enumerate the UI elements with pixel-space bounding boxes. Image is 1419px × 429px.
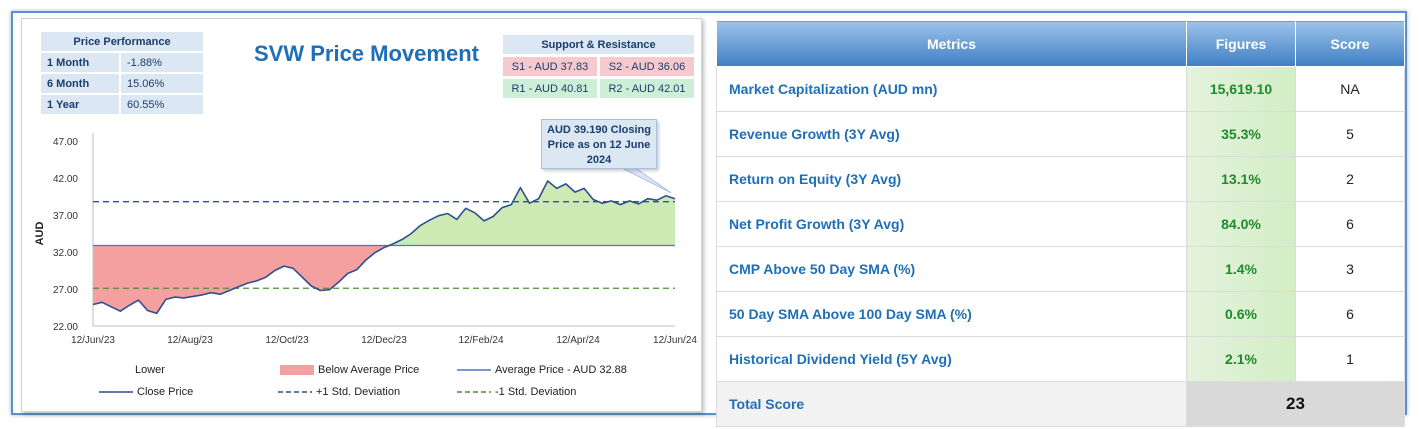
- metric-name: Return on Equity (3Y Avg): [716, 156, 1187, 202]
- metric-figure: 84.0%: [1186, 201, 1296, 247]
- legend-lower-label: Lower: [135, 364, 165, 376]
- metric-score: 6: [1295, 291, 1405, 337]
- price-performance-table: Price Performance 1 Month -1.88% 6 Month…: [39, 30, 205, 116]
- chart-title: SVW Price Movement: [254, 41, 479, 66]
- metrics-header-row: Metrics Figures Score: [716, 20, 1405, 67]
- metric-name: Market Capitalization (AUD mn): [716, 66, 1187, 112]
- y-tick-label: 32.00: [53, 248, 78, 259]
- total-row: Total Score 23: [716, 381, 1405, 427]
- metric-figure: 2.1%: [1186, 336, 1296, 382]
- y-tick-label: 37.00: [53, 211, 78, 222]
- table-row: Historical Dividend Yield (5Y Avg) 2.1% …: [716, 336, 1405, 382]
- plus-std-swatch: [278, 391, 312, 393]
- resistance-2: R2 - AUD 42.01: [600, 79, 694, 98]
- minus-std-swatch: [457, 391, 491, 393]
- total-score-value: 23: [1186, 381, 1405, 427]
- metric-name: Revenue Growth (3Y Avg): [716, 111, 1187, 157]
- header-score: Score: [1295, 20, 1405, 67]
- metric-score: 2: [1295, 156, 1405, 202]
- legend-average-price: Average Price - AUD 32.88: [457, 364, 627, 376]
- legend-close-price-label: Close Price: [137, 386, 194, 398]
- metric-score: 5: [1295, 111, 1405, 157]
- table-row: Net Profit Growth (3Y Avg) 84.0% 6: [716, 201, 1405, 247]
- table-row: Market Capitalization (AUD mn) 15,619.10…: [716, 66, 1405, 112]
- perf-value: -1.88%: [121, 53, 203, 72]
- legend-below-average-label: Below Average Price: [318, 364, 420, 376]
- legend-minus-std-label: -1 Std. Deviation: [495, 386, 577, 398]
- closing-price-callout: AUD 39.190 Closing Price as on 12 June 2…: [541, 119, 657, 169]
- metric-name: Historical Dividend Yield (5Y Avg): [716, 336, 1187, 382]
- x-tick-label: 12/Oct/23: [265, 335, 309, 346]
- perf-label: 6 Month: [41, 74, 119, 93]
- legend-average-price-label: Average Price - AUD 32.88: [495, 364, 627, 376]
- legend-minus-std: -1 Std. Deviation: [457, 386, 576, 398]
- close-line-swatch: [99, 391, 133, 393]
- table-row: CMP Above 50 Day SMA (%) 1.4% 3: [716, 246, 1405, 292]
- x-tick-label: 12/Aug/23: [167, 335, 213, 346]
- chart-panel: SVW Price Movement Price Performance 1 M…: [21, 18, 702, 412]
- metric-name: Net Profit Growth (3Y Avg): [716, 201, 1187, 247]
- support-resistance-table: Support & Resistance S1 - AUD 37.83 S2 -…: [500, 32, 697, 101]
- outer-frame: [11, 11, 1407, 415]
- average-line-swatch: [457, 369, 491, 371]
- y-tick-label: 22.00: [53, 322, 78, 333]
- x-tick-label: 12/Jun/24: [653, 335, 697, 346]
- x-tick-label: 12/Feb/24: [458, 335, 503, 346]
- legend-close-price: Close Price: [99, 386, 193, 398]
- close-price-line: [92, 180, 676, 315]
- price-chart: 47.00 42.00 37.00 32.00 27.00 22.00 12/Jun/23 1…: [34, 133, 697, 346]
- metric-figure: 0.6%: [1186, 291, 1296, 337]
- below-average-area: [93, 245, 390, 314]
- legend-plus-std-label: +1 Std. Deviation: [316, 386, 401, 398]
- metric-figure: 1.4%: [1186, 246, 1296, 292]
- y-tick-label: 27.00: [53, 285, 78, 296]
- legend-lower: Lower: [135, 364, 165, 376]
- header-figures: Figures: [1186, 20, 1296, 67]
- metric-figure: 15,619.10: [1186, 66, 1296, 112]
- x-tick-label: 12/Jun/23: [71, 335, 115, 346]
- support-1: S1 - AUD 37.83: [503, 57, 597, 76]
- callout-pointer: [619, 166, 672, 194]
- y-tick-label: 47.00: [53, 137, 78, 148]
- perf-value: 15.06%: [121, 74, 203, 93]
- metric-name: CMP Above 50 Day SMA (%): [716, 246, 1187, 292]
- support-2: S2 - AUD 36.06: [600, 57, 694, 76]
- perf-value: 60.55%: [121, 95, 203, 114]
- perf-label: 1 Month: [41, 53, 119, 72]
- table-row: Revenue Growth (3Y Avg) 35.3% 5: [716, 111, 1405, 157]
- legend-below-average: Below Average Price: [280, 364, 419, 376]
- metric-figure: 35.3%: [1186, 111, 1296, 157]
- price-performance-header: Price Performance: [41, 32, 203, 51]
- support-resistance-header: Support & Resistance: [503, 35, 694, 54]
- total-score-label: Total Score: [716, 381, 1187, 427]
- table-row: Return on Equity (3Y Avg) 13.1% 2: [716, 156, 1405, 202]
- metric-figure: 13.1%: [1186, 156, 1296, 202]
- y-axis-label: AUD: [34, 222, 46, 246]
- table-row: 50 Day SMA Above 100 Day SMA (%) 0.6% 6: [716, 291, 1405, 337]
- header-metrics: Metrics: [716, 20, 1187, 67]
- metric-score: NA: [1295, 66, 1405, 112]
- above-average-area: [93, 181, 675, 246]
- metric-score: 6: [1295, 201, 1405, 247]
- metric-name: 50 Day SMA Above 100 Day SMA (%): [716, 291, 1187, 337]
- y-tick-label: 42.00: [53, 174, 78, 185]
- resistance-1: R1 - AUD 40.81: [503, 79, 597, 98]
- metric-score: 3: [1295, 246, 1405, 292]
- metrics-table: Metrics Figures Score Market Capitalizat…: [716, 20, 1405, 427]
- legend-plus-std: +1 Std. Deviation: [278, 386, 400, 398]
- below-average-swatch: [280, 365, 314, 375]
- x-tick-label: 12/Dec/23: [361, 335, 407, 346]
- x-tick-label: 12/Apr/24: [556, 335, 600, 346]
- perf-label: 1 Year: [41, 95, 119, 114]
- metric-score: 1: [1295, 336, 1405, 382]
